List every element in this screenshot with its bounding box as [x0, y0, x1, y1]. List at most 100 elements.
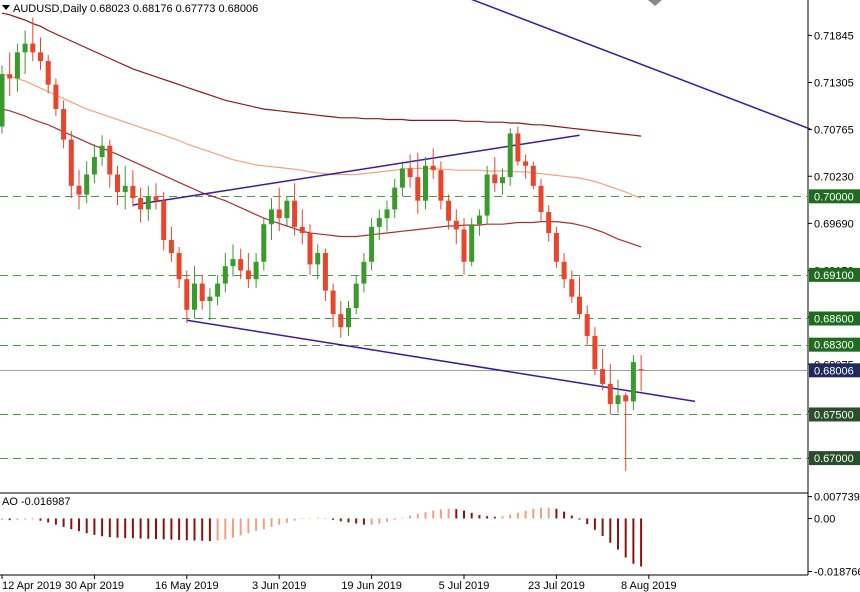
candle-body [91, 157, 97, 175]
candle [561, 253, 567, 288]
time-tick-label: 23 Jul 2019 [528, 580, 585, 592]
ao-label: AO -0.016987 [2, 496, 71, 508]
dropdown-triangle-icon[interactable] [2, 5, 10, 10]
candle [461, 218, 467, 275]
symbol-info: AUDUSD,Daily [13, 3, 87, 15]
candle-body [407, 168, 413, 178]
candle [184, 270, 190, 323]
candle [446, 194, 452, 230]
chart-frame [0, 0, 809, 576]
candle-body [630, 362, 636, 402]
level-price-box: 0.68600 [809, 311, 860, 326]
candle-body [523, 161, 529, 166]
candle-body [361, 261, 367, 284]
candle-body [561, 261, 567, 280]
candle-body [122, 185, 128, 192]
candle-body [68, 139, 74, 186]
candle-body [469, 224, 475, 262]
candle-body [492, 174, 498, 184]
ohlc-values: 0.68023 0.68176 0.67773 0.68006 [90, 3, 258, 15]
candle [0, 65, 5, 134]
candle [215, 274, 221, 306]
ao-tick-label: 0.007739 [814, 492, 860, 504]
candle [346, 301, 351, 336]
candle [176, 246, 182, 288]
trendline [471, 0, 811, 130]
candle-body [500, 177, 505, 184]
candle [369, 218, 375, 271]
candle-body [215, 283, 221, 297]
candle [22, 30, 28, 75]
candle-body [392, 187, 398, 210]
candle-body [584, 314, 590, 336]
current-box-bg [809, 363, 860, 378]
candle [168, 226, 174, 262]
candle [99, 135, 105, 166]
candle-body [384, 209, 390, 219]
candle [399, 161, 405, 197]
candle-body [577, 296, 582, 315]
candle-body [238, 259, 244, 271]
time-tick-label: 8 Aug 2019 [621, 580, 677, 592]
candle [376, 209, 382, 240]
candle [515, 126, 521, 166]
candle-body [484, 174, 490, 216]
candle-body [168, 239, 174, 254]
candle [284, 196, 290, 227]
time-tick-label: 3 Jun 2019 [252, 580, 306, 592]
candle-body [553, 232, 559, 262]
candle [192, 266, 197, 319]
candle-body [299, 226, 305, 233]
scroll-marker-icon[interactable] [648, 0, 662, 6]
time-axis: 12 Apr 2019 30 Apr 2019 16 May 2019 3 Jun 2… [1, 575, 677, 592]
candle [245, 253, 251, 288]
candle [546, 205, 552, 242]
candle-body [161, 200, 167, 240]
candle [269, 198, 274, 240]
candle-body [284, 200, 290, 219]
ma-slow-line [1, 12, 642, 137]
candle-body [369, 226, 375, 262]
candle-body [307, 232, 313, 265]
candle-body [615, 395, 621, 404]
candle-body [538, 185, 544, 213]
candle-body [99, 145, 105, 158]
candle-body [507, 133, 513, 178]
level-price-box: 0.68300 [809, 337, 860, 352]
candle-body [7, 74, 13, 79]
candle [261, 218, 267, 271]
candle [307, 224, 313, 275]
time-tick-label: 19 Jun 2019 [341, 580, 402, 592]
candle [292, 183, 298, 236]
candle [84, 161, 90, 204]
candle [253, 253, 259, 288]
candle [130, 170, 136, 207]
candle-body [453, 220, 459, 230]
level-box-bg [809, 451, 860, 466]
candle-body [61, 109, 67, 140]
candle [638, 355, 644, 391]
candle [153, 183, 159, 210]
candle [600, 349, 606, 391]
candle [91, 143, 97, 184]
candle [615, 379, 621, 413]
candle [361, 253, 367, 293]
level-box-label: 0.68300 [814, 340, 854, 352]
candle-body [138, 198, 144, 210]
level-box-bg [809, 337, 860, 352]
candle [430, 148, 436, 179]
candle-body [22, 43, 28, 53]
time-tick-label: 12 Apr 2019 [2, 580, 61, 592]
price-axis: 0.71845 0.71305 0.70765 0.70230 0.69690 0.691… [808, 30, 860, 579]
candle [238, 248, 244, 280]
candle-body [623, 395, 629, 402]
candle-body [84, 174, 90, 195]
candle-body [592, 335, 598, 370]
candle-body [430, 165, 436, 171]
ao-tick-label: 0.00 [814, 513, 835, 525]
candle-body [30, 43, 36, 53]
candle-body [607, 383, 613, 404]
candle-body [261, 224, 267, 262]
ao-tick-label: -0.018766 [814, 567, 860, 579]
candle-body [153, 196, 159, 201]
